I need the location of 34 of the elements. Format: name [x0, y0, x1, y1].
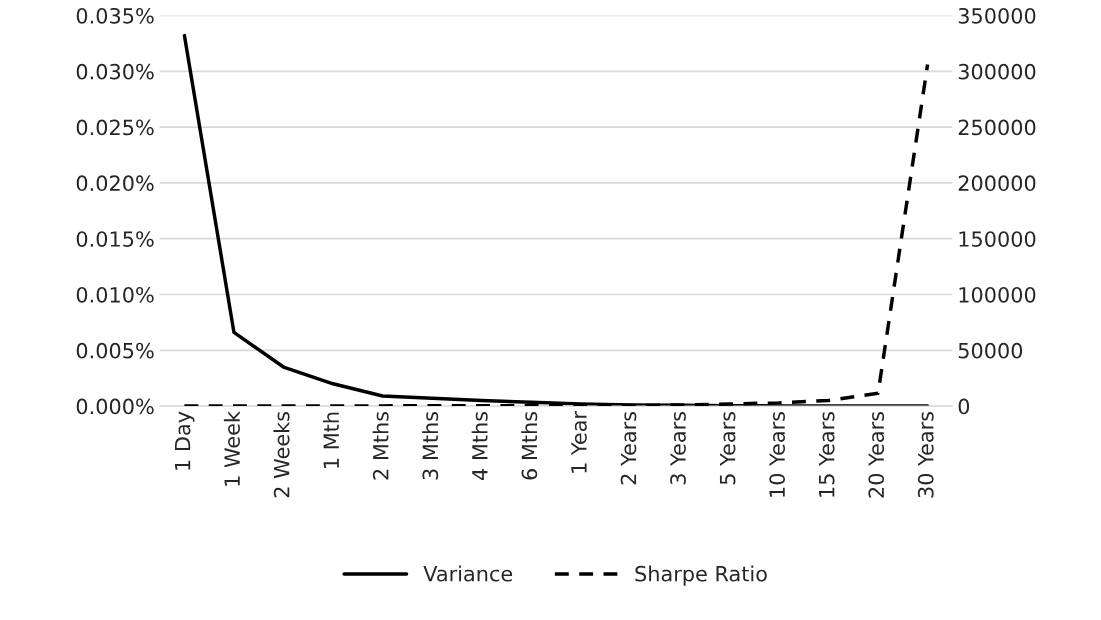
- x-tick-label: 3 Mths: [422, 411, 439, 480]
- x-tick-label: 2 Weeks: [273, 411, 290, 498]
- x-tick-label: 1 Day: [174, 411, 195, 470]
- y-tick-label: 0.025%: [76, 119, 154, 136]
- x-tick-label: 10 Years: [769, 411, 785, 497]
- y-tick-label: 0.035%: [76, 7, 154, 24]
- y2-tick-label: 150000: [959, 231, 1036, 247]
- y2-tick-label: 0: [958, 398, 970, 415]
- x-tick-label: 30 Years: [917, 411, 934, 498]
- y2-tick-label: 100000: [959, 286, 1036, 303]
- x-tick-label: 2 Years: [620, 411, 637, 485]
- x-tick-label: 1 Year: [571, 410, 587, 473]
- y-tick-label: 0.005%: [76, 342, 154, 359]
- x-tick-label: 1 Mth: [322, 412, 339, 468]
- y-tick-label: 0.000%: [76, 398, 154, 415]
- x-tick-label: 4 Mths: [471, 411, 488, 481]
- x-tick-label: 1 Week: [223, 411, 241, 486]
- y2-tick-label: 200000: [958, 175, 1036, 192]
- legend-label: Sharpe Ratio: [635, 565, 767, 586]
- x-tick-label: 15 Years: [819, 411, 835, 497]
- y-tick-label: 0.020%: [76, 175, 154, 192]
- y-tick-label: 0.015%: [76, 231, 154, 247]
- y2-tick-label: 350000: [958, 7, 1036, 24]
- y2-tick-label: 50000: [958, 342, 1023, 359]
- y2-tick-label: 300000: [958, 63, 1036, 80]
- y-tick-label: 0.030%: [76, 63, 154, 80]
- x-tick-label: 6 Mths: [521, 411, 538, 480]
- x-tick-label: 2 Mths: [372, 411, 389, 480]
- y-tick-label: 0.010%: [76, 286, 154, 303]
- x-tick-label: 5 Years: [719, 411, 736, 485]
- legend-label: Variance: [423, 565, 513, 582]
- x-tick-label: 3 Years: [670, 411, 686, 485]
- x-tick-label: 20 Years: [868, 411, 885, 498]
- y2-tick-label: 250000: [958, 119, 1036, 136]
